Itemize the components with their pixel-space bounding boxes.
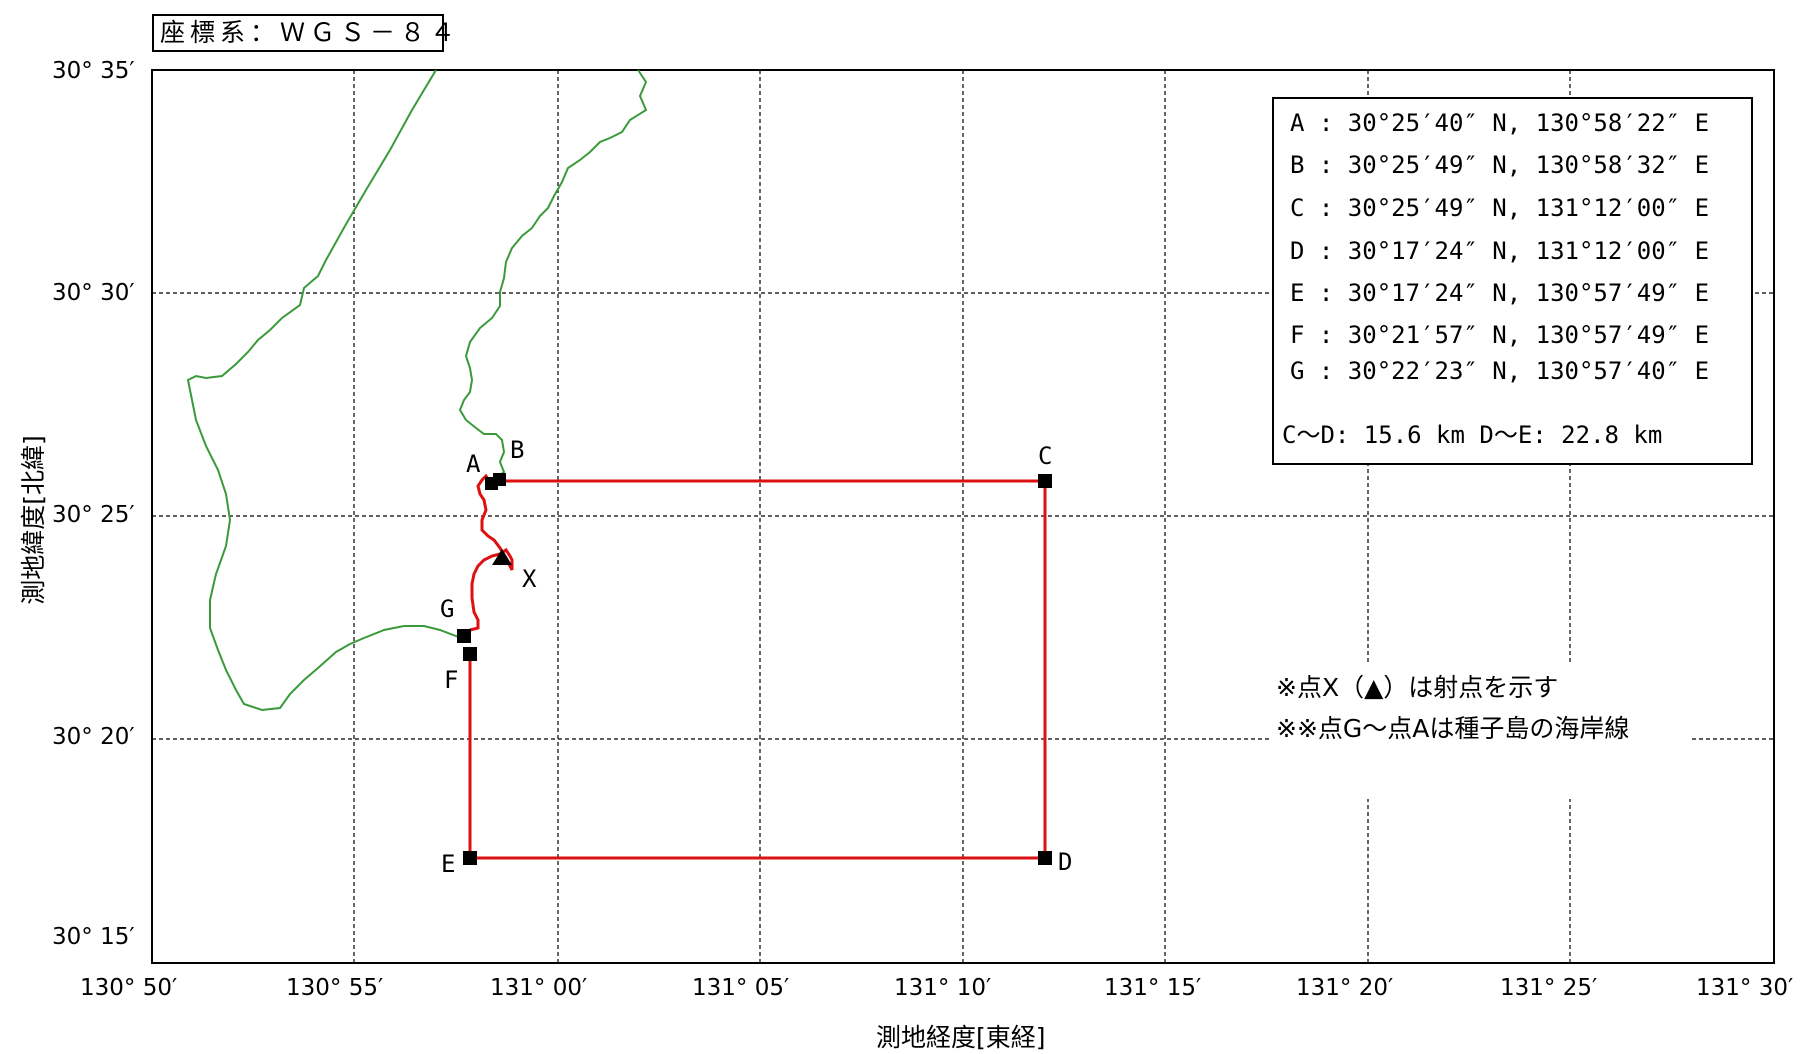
x-tick-label: 131° 05′ [692, 975, 790, 1001]
y-tick-label: 30° 25′ [52, 502, 135, 528]
legend-row-g: G : 30°22′23″ N, 130°57′40″ E [1290, 357, 1710, 385]
x-tick-label: 131° 15′ [1104, 975, 1202, 1001]
legend-row-d: D : 30°17′24″ N, 131°12′00″ E [1290, 237, 1710, 265]
point-f-label: F [444, 666, 459, 694]
area-boundary-coast [462, 473, 514, 638]
legend-distances: C～D: 15.6 km D～E: 22.8 km [1282, 421, 1663, 449]
legend-row-e: E : 30°17′24″ N, 130°57′49″ E [1290, 279, 1710, 307]
area-boundary-rect [468, 479, 1047, 860]
point-a-label: A [466, 450, 481, 478]
point-f-marker [463, 647, 477, 661]
note-launch-point: ※点X（▲）は射点を示す [1276, 673, 1559, 702]
y-tick-label: 30° 15′ [52, 924, 135, 950]
point-c-marker [1038, 474, 1052, 488]
y-axis-title: 測地緯度[北緯] [19, 435, 48, 605]
x-tick-label: 131° 10′ [894, 975, 992, 1001]
x-tick-label: 130° 55′ [286, 975, 384, 1001]
x-tick-label: 131° 20′ [1296, 975, 1394, 1001]
coordinate-legend: A : 30°25′40″ N, 130°58′22″ E B : 30°25′… [1272, 97, 1753, 465]
point-d-marker [1038, 851, 1052, 865]
point-e-label: E [441, 850, 456, 878]
point-g-marker [457, 629, 471, 643]
point-c-label: C [1038, 442, 1053, 470]
notes-box: ※点X（▲）は射点を示す ※※点G～点Aは種子島の海岸線 [1270, 665, 1690, 799]
x-tick-label: 131° 00′ [490, 975, 588, 1001]
legend-row-c: C : 30°25′49″ N, 131°12′00″ E [1290, 194, 1710, 222]
crs-label: 座標系：ＷＧＳ－８４ [152, 14, 455, 52]
launch-point-x-triangle-icon [492, 549, 512, 565]
point-markers [457, 473, 1052, 865]
legend-row-b: B : 30°25′49″ N, 130°58′32″ E [1290, 151, 1710, 179]
x-axis-title: 測地経度[東経] [876, 1023, 1046, 1052]
x-tick-label: 130° 50′ [80, 975, 178, 1001]
y-tick-label: 30° 35′ [52, 58, 135, 84]
coastline-east [458, 69, 648, 479]
x-tick-label: 131° 30′ [1696, 975, 1794, 1001]
y-tick-label: 30° 30′ [52, 280, 135, 306]
coastline-west [186, 69, 467, 712]
legend-row-a: A : 30°25′40″ N, 130°58′22″ E [1290, 109, 1710, 137]
point-b-label: B [510, 436, 525, 464]
legend-row-f: F : 30°21′57″ N, 130°57′49″ E [1290, 321, 1710, 349]
x-tick-label: 131° 25′ [1500, 975, 1598, 1001]
point-d-label: D [1058, 848, 1073, 876]
point-e-marker [463, 851, 477, 865]
point-g-label: G [440, 595, 455, 623]
point-x-label: X [522, 565, 537, 593]
y-tick-label: 30° 20′ [52, 724, 135, 750]
note-coastline: ※※点G～点Aは種子島の海岸線 [1276, 714, 1630, 743]
point-b-marker [493, 473, 506, 486]
